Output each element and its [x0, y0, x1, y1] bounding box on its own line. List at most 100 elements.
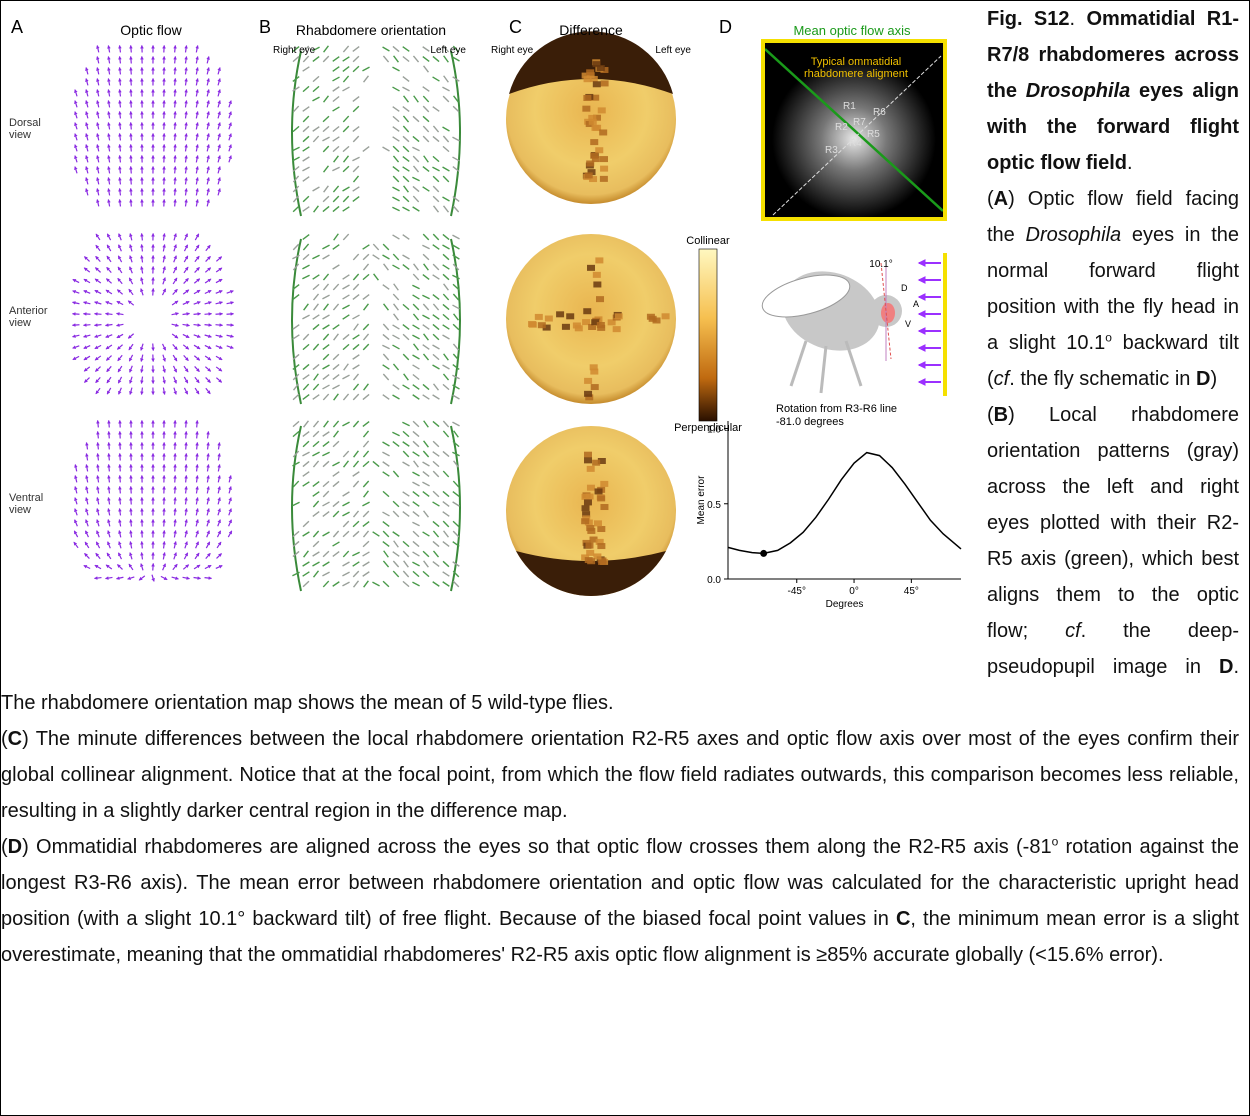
- orientation-glyph: [422, 510, 430, 518]
- orientation-glyph: [432, 244, 440, 250]
- orientation-glyph: [422, 550, 430, 558]
- orientation-glyph: [302, 176, 310, 182]
- orientation-glyph: [452, 274, 460, 280]
- difference-cell: [583, 499, 592, 506]
- orientation-glyph: [352, 373, 360, 381]
- flow-arrow: [217, 89, 221, 97]
- flow-arrow: [228, 475, 232, 483]
- difference-cell: [542, 324, 551, 331]
- caption-text: .: [1127, 152, 1133, 174]
- flow-arrow: [184, 132, 188, 141]
- flow-arrow: [172, 277, 178, 285]
- orientation-glyph: [362, 520, 370, 528]
- caption-text: backward tilt (: [987, 332, 1239, 390]
- flow-arrow: [129, 121, 133, 130]
- flow-arrow: [204, 323, 213, 327]
- orientation-glyph: [422, 125, 430, 133]
- orientation-glyph: [402, 115, 410, 123]
- flow-arrow: [183, 365, 189, 373]
- orientation-glyph: [302, 234, 310, 240]
- orientation-glyph: [412, 471, 420, 477]
- orientation-glyph: [362, 440, 370, 448]
- flow-arrow: [173, 198, 177, 207]
- caption-text: D: [1195, 368, 1211, 390]
- flow-arrow: [85, 111, 89, 119]
- orientation-glyph: [392, 126, 400, 132]
- panel-letter: D: [719, 17, 732, 37]
- flow-arrow: [204, 312, 213, 316]
- orientation-glyph: [302, 580, 310, 588]
- flow-arrow: [116, 300, 124, 306]
- orientation-glyph: [452, 56, 460, 62]
- flow-arrow: [182, 312, 191, 316]
- flow-arrow: [73, 541, 79, 549]
- difference-cell: [596, 65, 605, 72]
- orientation-glyph: [302, 274, 310, 280]
- flow-arrow: [85, 89, 89, 97]
- flow-arrow: [206, 155, 210, 163]
- orientation-glyph: [313, 303, 319, 311]
- flow-arrow: [206, 111, 210, 119]
- flow-arrow: [217, 122, 221, 130]
- flow-arrow: [182, 289, 190, 295]
- orientation-glyph: [432, 205, 440, 213]
- flow-arrow: [107, 44, 111, 53]
- flow-arrow: [217, 166, 221, 174]
- orientation-glyph: [312, 491, 320, 497]
- difference-cell: [599, 175, 608, 182]
- flow-arrow: [85, 452, 89, 461]
- flow-arrow: [195, 176, 199, 185]
- orientation-glyph: [352, 383, 360, 391]
- flow-arrow: [74, 100, 78, 108]
- flow-arrow: [85, 497, 89, 505]
- orientation-glyph: [412, 115, 420, 123]
- flow-arrow: [206, 485, 210, 494]
- orientation-glyph: [302, 45, 310, 53]
- flow-arrow: [173, 541, 177, 549]
- orientation-glyph: [302, 471, 310, 477]
- difference-cell: [661, 313, 670, 320]
- orientation-glyph: [312, 570, 320, 578]
- orientation-glyph: [312, 126, 320, 132]
- flow-arrow: [83, 564, 91, 570]
- orientation-glyph: [332, 480, 340, 488]
- flow-arrow: [205, 377, 211, 383]
- orientation-glyph: [362, 294, 370, 300]
- orientation-glyph: [432, 333, 440, 341]
- flow-arrow: [85, 67, 89, 75]
- flow-arrow: [95, 244, 101, 252]
- flow-arrow: [129, 66, 133, 75]
- flow-arrow: [96, 474, 100, 483]
- figure: A Optic flow B Rhabdomere orientation Ri…: [1, 1, 977, 653]
- orientation-glyph: [392, 155, 400, 163]
- flow-arrow: [94, 344, 102, 350]
- orientation-glyph: [382, 284, 390, 290]
- orientation-glyph: [352, 393, 360, 401]
- flow-arrow: [206, 463, 210, 472]
- orientation-glyph: [302, 561, 310, 567]
- flow-arrow: [184, 496, 188, 505]
- flow-arrow: [118, 463, 122, 472]
- plot-title: -81.0 degrees: [776, 416, 844, 428]
- orientation-glyph: [312, 460, 320, 468]
- orientation-glyph: [432, 263, 440, 271]
- flow-arrow: [107, 441, 111, 450]
- orientation-glyph: [302, 264, 310, 270]
- orientation-glyph: [442, 560, 450, 568]
- flow-arrow: [204, 267, 212, 273]
- flow-arrow: [105, 344, 113, 350]
- flow-arrow: [129, 233, 133, 241]
- orientation-glyph: [353, 450, 359, 458]
- flow-arrow: [74, 111, 78, 119]
- orientation-glyph: [452, 205, 460, 213]
- flow-arrow: [204, 301, 212, 305]
- caption-text: (: [987, 188, 994, 210]
- flow-arrow: [217, 155, 221, 163]
- flow-arrow: [217, 177, 221, 185]
- orientation-glyph: [402, 254, 410, 260]
- orientation-glyph: [292, 334, 300, 340]
- orientation-glyph: [442, 373, 450, 381]
- flow-arrow: [171, 323, 179, 327]
- eye-label: Right eye: [491, 45, 534, 56]
- orientation-glyph: [362, 66, 370, 72]
